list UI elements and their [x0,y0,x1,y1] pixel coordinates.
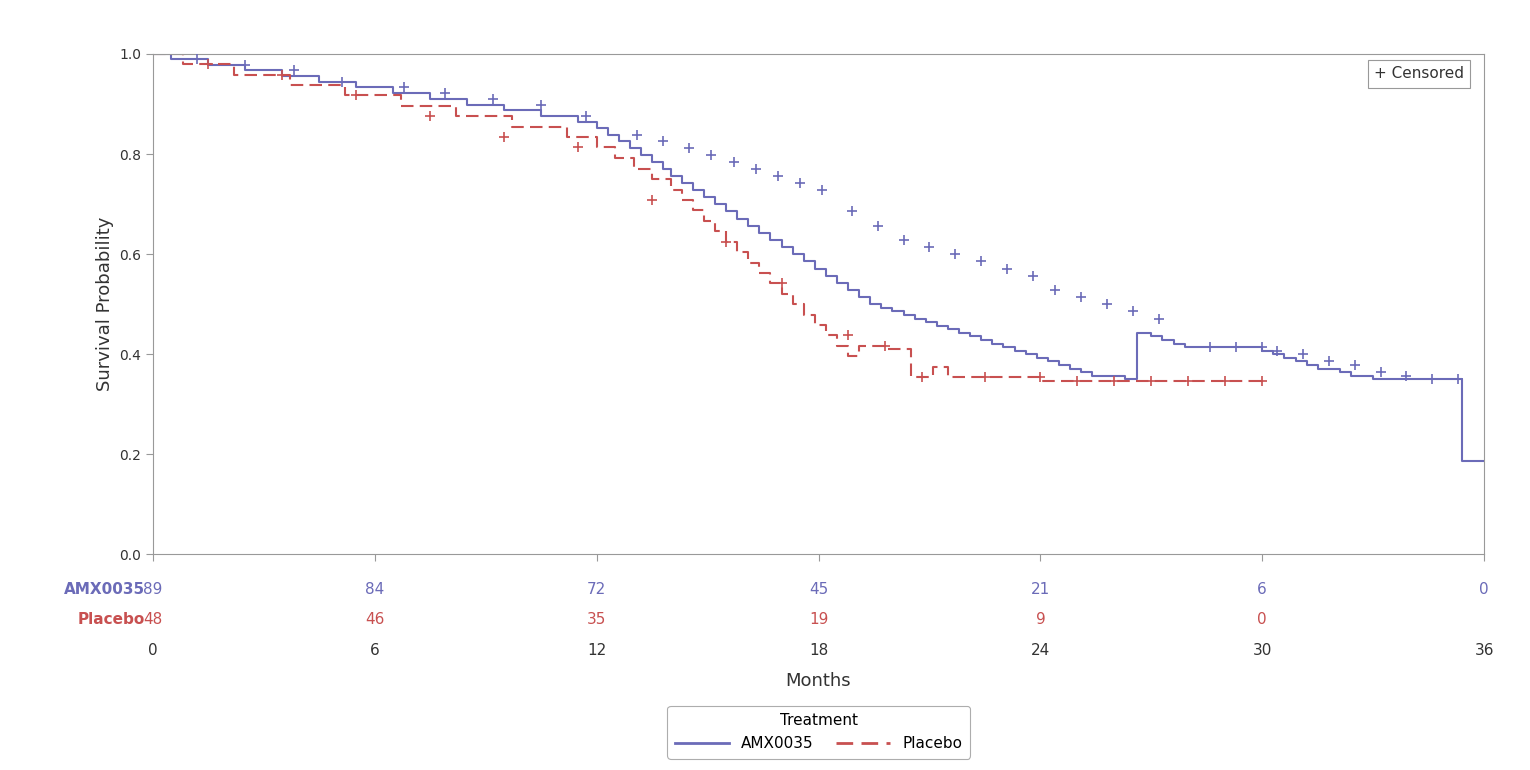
Text: 89: 89 [144,581,162,597]
Text: 35: 35 [588,612,606,628]
Text: 21: 21 [1031,581,1050,597]
Text: 6: 6 [1258,581,1267,597]
Text: 12: 12 [588,643,606,658]
Text: 30: 30 [1253,643,1271,658]
Text: Placebo: Placebo [78,612,145,628]
Text: 6: 6 [370,643,379,658]
Text: 36: 36 [1475,643,1493,658]
Legend: AMX0035, Placebo: AMX0035, Placebo [667,705,970,758]
Text: 24: 24 [1031,643,1050,658]
Text: + Censored: + Censored [1374,66,1464,82]
Text: 46: 46 [366,612,384,628]
Text: 9: 9 [1036,612,1045,628]
Text: 48: 48 [144,612,162,628]
Text: Months: Months [786,672,851,691]
Text: 45: 45 [809,581,828,597]
Text: 0: 0 [148,643,158,658]
Text: 84: 84 [366,581,384,597]
Text: 72: 72 [588,581,606,597]
Text: 0: 0 [1480,581,1489,597]
Text: AMX0035: AMX0035 [64,581,145,597]
Y-axis label: Survival Probability: Survival Probability [96,217,113,391]
Text: 18: 18 [809,643,828,658]
Text: 0: 0 [1258,612,1267,628]
Text: 19: 19 [809,612,828,628]
